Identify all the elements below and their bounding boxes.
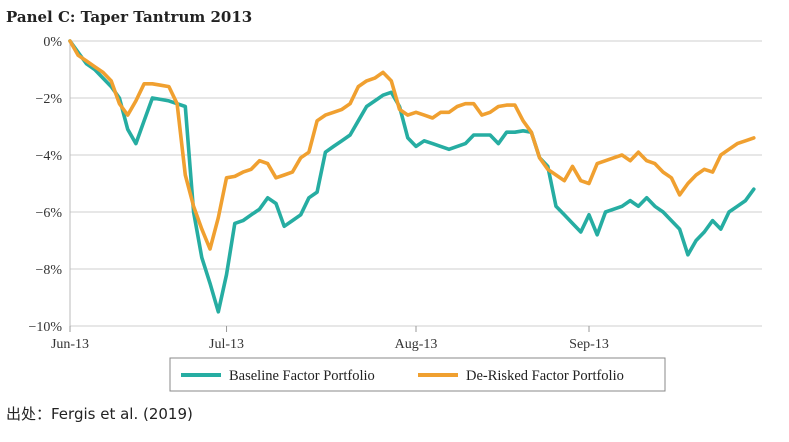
x-tick-label: Aug-13 xyxy=(395,337,438,352)
legend-label-derisked: De-Risked Factor Portfolio xyxy=(466,368,624,384)
legend-label-baseline: Baseline Factor Portfolio xyxy=(229,368,375,384)
x-tick-label: Sep-13 xyxy=(569,337,609,352)
y-tick-label: −6% xyxy=(35,206,62,221)
y-tick-label: −8% xyxy=(35,263,62,278)
legend-box xyxy=(169,357,666,392)
series-line-0 xyxy=(68,39,756,314)
x-tick-label: Jun-13 xyxy=(51,337,89,352)
series-lines xyxy=(68,39,756,314)
y-tick-label: −2% xyxy=(35,92,62,107)
x-tick-label: Jul-13 xyxy=(209,337,244,352)
series-line-1 xyxy=(68,39,756,251)
legend: Baseline Factor Portfolio De-Risked Fact… xyxy=(169,357,666,392)
y-tick-label: −4% xyxy=(35,149,62,164)
source-note: 出处：Fergis et al. (2019) xyxy=(6,405,193,423)
y-tick-label: −10% xyxy=(28,320,62,335)
chart-title: Panel C: Taper Tantrum 2013 xyxy=(6,8,252,26)
gridlines xyxy=(70,40,762,327)
axes: 0% −2% −4% −6% −8% −10% Jun-13 Jul-13 Aug-13 Sep-… xyxy=(28,35,608,352)
y-tick-label: 0% xyxy=(43,35,62,50)
